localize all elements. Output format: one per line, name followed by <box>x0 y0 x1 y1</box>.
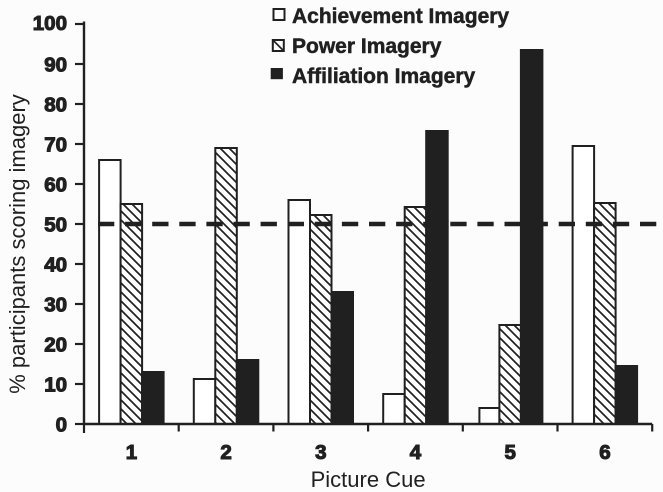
svg-text:90: 90 <box>44 54 67 77</box>
svg-text:40: 40 <box>44 254 67 277</box>
svg-text:Picture Cue: Picture Cue <box>311 467 426 492</box>
svg-text:10: 10 <box>44 374 67 397</box>
svg-text:0: 0 <box>56 414 67 437</box>
svg-text:30: 30 <box>44 294 67 317</box>
svg-text:2: 2 <box>220 441 231 464</box>
svg-text:50: 50 <box>44 214 67 237</box>
svg-text:Power Imagery: Power Imagery <box>292 35 442 58</box>
svg-text:% participants scoring imagery: % participants scoring imagery <box>5 94 30 394</box>
svg-text:5: 5 <box>504 441 515 464</box>
svg-text:Achievement Imagery: Achievement Imagery <box>292 5 509 28</box>
svg-text:1: 1 <box>126 441 137 464</box>
svg-text:60: 60 <box>44 174 67 197</box>
svg-text:80: 80 <box>44 94 67 117</box>
svg-text:20: 20 <box>44 334 67 357</box>
svg-text:100: 100 <box>33 12 67 35</box>
svg-text:3: 3 <box>315 441 326 464</box>
svg-text:70: 70 <box>44 134 67 157</box>
svg-text:4: 4 <box>410 441 422 464</box>
svg-text:Affiliation Imagery: Affiliation Imagery <box>292 65 476 88</box>
svg-text:6: 6 <box>599 441 610 464</box>
